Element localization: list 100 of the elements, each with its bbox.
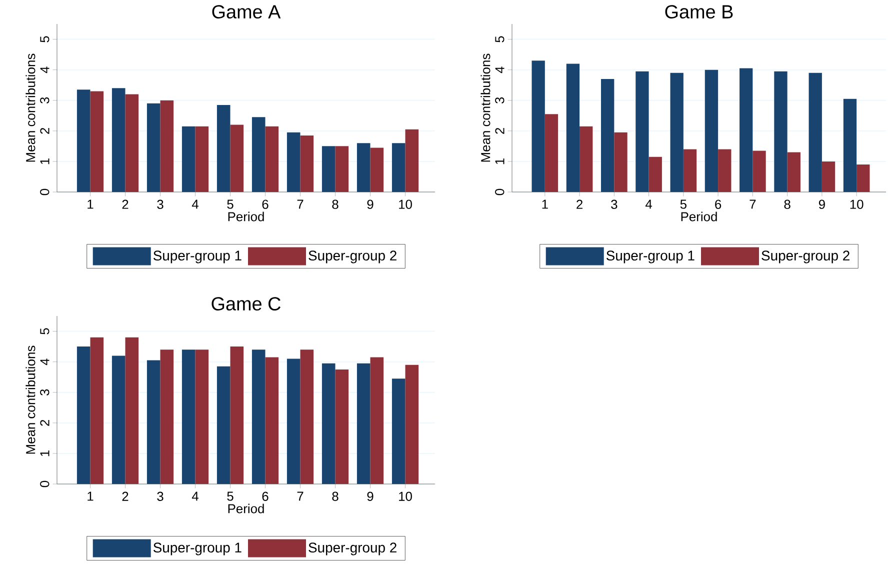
legend-label: Super-group 1 [153, 542, 242, 556]
bar [392, 143, 406, 192]
bar [252, 350, 266, 484]
y-tick-label: 3 [40, 97, 50, 104]
bar [90, 91, 104, 192]
y-tick-label: 5 [495, 36, 504, 42]
y-tick-label: 1 [40, 450, 50, 456]
bar [532, 60, 545, 192]
x-tick-label: 5 [680, 200, 686, 209]
x-tick-label: 8 [784, 200, 790, 209]
bar [808, 72, 822, 192]
x-tick-label: 2 [122, 492, 128, 501]
legend-label: Super-group 2 [762, 250, 850, 264]
x-tick-label: 5 [227, 200, 234, 209]
bar [683, 149, 697, 192]
bar [76, 90, 90, 192]
bar [370, 148, 384, 192]
x-tick-label: 6 [262, 200, 268, 209]
y-tick-label: 2 [495, 128, 504, 134]
bar [774, 71, 788, 192]
x-tick-label: 10 [399, 200, 412, 209]
bar [146, 360, 160, 484]
bar [648, 156, 662, 192]
bar [300, 135, 314, 192]
x-tick-label: 9 [367, 200, 374, 209]
x-tick-label: 2 [576, 200, 582, 209]
y-tick-label: 3 [495, 97, 504, 104]
x-tick-label: 7 [297, 200, 304, 209]
y-tick-label: 2 [40, 128, 50, 134]
bar [405, 129, 419, 192]
bar [195, 350, 209, 484]
bar [335, 146, 349, 192]
bar [544, 114, 558, 192]
bar [160, 350, 174, 484]
y-tick-label: 4 [495, 66, 504, 74]
bar [718, 149, 732, 192]
y-tick-label: 0 [40, 188, 50, 196]
bar [356, 363, 370, 484]
x-tick-label: 4 [192, 492, 198, 501]
bar [670, 72, 684, 192]
bar [636, 71, 649, 192]
x-tick-label: 4 [645, 200, 652, 209]
bar [322, 146, 336, 192]
bar [216, 104, 230, 192]
x-axis-title: Period [681, 212, 717, 222]
y-axis-title: Mean contributions [480, 54, 490, 162]
bar [112, 356, 126, 484]
bar [356, 143, 370, 192]
y-tick-label: 1 [495, 158, 504, 164]
bar [112, 88, 126, 192]
x-tick-label: 7 [297, 492, 304, 501]
bar [300, 350, 314, 484]
x-tick-label: 4 [192, 200, 198, 209]
bar [230, 346, 244, 484]
x-tick-label: 8 [332, 492, 338, 501]
x-tick-label: 6 [262, 492, 268, 501]
y-tick-label: 3 [40, 389, 50, 396]
bar [90, 337, 104, 484]
bar [286, 358, 300, 484]
y-tick-label: 4 [40, 66, 50, 74]
bar [370, 357, 384, 484]
bar [822, 161, 836, 192]
x-tick-label: 2 [122, 200, 128, 209]
x-tick-label: 1 [88, 492, 94, 501]
bar [76, 346, 90, 484]
bar [752, 150, 766, 192]
bar [335, 369, 349, 484]
bar [252, 117, 266, 192]
x-tick-label: 9 [818, 200, 825, 209]
x-tick-label: 3 [157, 492, 164, 501]
chart-title: Game A [212, 5, 281, 18]
y-axis-title: Mean contributions [26, 54, 36, 162]
y-tick-label: 4 [40, 358, 50, 366]
y-tick-label: 1 [40, 158, 50, 164]
legend-label: Super-group 1 [153, 250, 242, 264]
bar [856, 164, 870, 192]
legend-label: Super-group 2 [308, 250, 396, 264]
bar [405, 364, 419, 484]
x-tick-label: 9 [367, 492, 374, 501]
y-tick-label: 0 [495, 188, 504, 196]
bar [580, 126, 593, 192]
bar [182, 126, 196, 192]
x-tick-label: 3 [611, 200, 618, 209]
bar [265, 357, 279, 484]
y-axis-title: Mean contributions [26, 346, 36, 454]
y-tick-label: 5 [40, 36, 50, 42]
bar [230, 124, 244, 192]
chart-title: Game B [665, 5, 733, 18]
bar [265, 126, 279, 192]
bar [843, 98, 857, 192]
bar [787, 152, 800, 192]
bar [195, 126, 209, 192]
x-tick-label: 1 [542, 200, 548, 209]
chart-title: Game C [212, 297, 280, 311]
x-axis-title: Period [228, 212, 264, 222]
x-tick-label: 10 [399, 492, 412, 501]
bar [125, 94, 139, 192]
legend-label: Super-group 2 [308, 542, 396, 556]
bar [704, 70, 718, 192]
bar [566, 64, 580, 192]
